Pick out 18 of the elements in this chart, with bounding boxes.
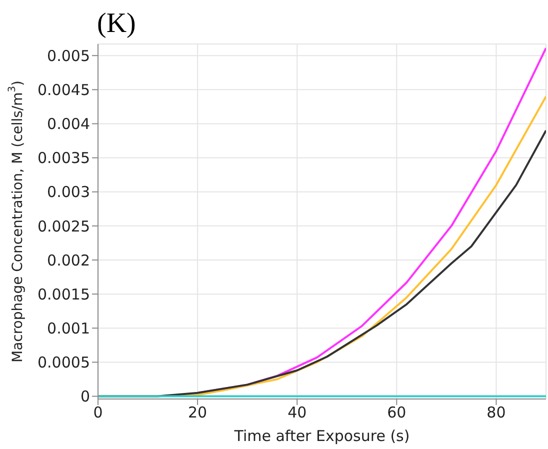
y-tick-label: 0.0025 [38, 217, 90, 236]
x-tick-label: 40 [288, 404, 307, 422]
y-tick-label: 0.004 [47, 115, 90, 134]
y-tick-label: 0.0035 [38, 149, 90, 168]
y-tick-label: 0.0015 [38, 285, 90, 304]
x-axis-title: Time after Exposure (s) [233, 427, 410, 445]
y-tick-label: 0 [80, 388, 90, 406]
x-tick-label: 60 [387, 404, 406, 422]
x-tick-label: 0 [93, 404, 103, 422]
y-tick-label: 0.005 [47, 46, 90, 65]
y-tick-label: 0.002 [47, 251, 90, 270]
y-tick-label: 0.0045 [38, 80, 90, 99]
x-tick-label: 80 [486, 404, 506, 422]
chart-title: (K) [97, 8, 136, 39]
y-tick-label: 0.001 [47, 319, 90, 338]
x-tick-label: 20 [188, 404, 208, 422]
y-tick-label: 0.003 [47, 183, 90, 202]
y-tick-label: 0.0005 [38, 354, 90, 372]
